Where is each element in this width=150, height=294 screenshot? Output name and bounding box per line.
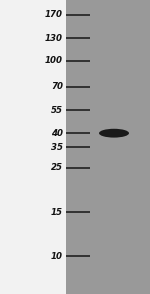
Text: 40: 40 — [51, 129, 63, 138]
Bar — [66, 0, 150, 294]
Text: 10: 10 — [51, 252, 63, 261]
Text: 25: 25 — [51, 163, 63, 172]
Text: 100: 100 — [45, 56, 63, 65]
Text: 70: 70 — [51, 82, 63, 91]
Text: 130: 130 — [45, 34, 63, 43]
Ellipse shape — [99, 129, 129, 138]
Text: 35: 35 — [51, 143, 63, 151]
Text: 15: 15 — [51, 208, 63, 217]
Bar — [0, 0, 66, 294]
Text: 170: 170 — [45, 10, 63, 19]
Text: 55: 55 — [51, 106, 63, 115]
